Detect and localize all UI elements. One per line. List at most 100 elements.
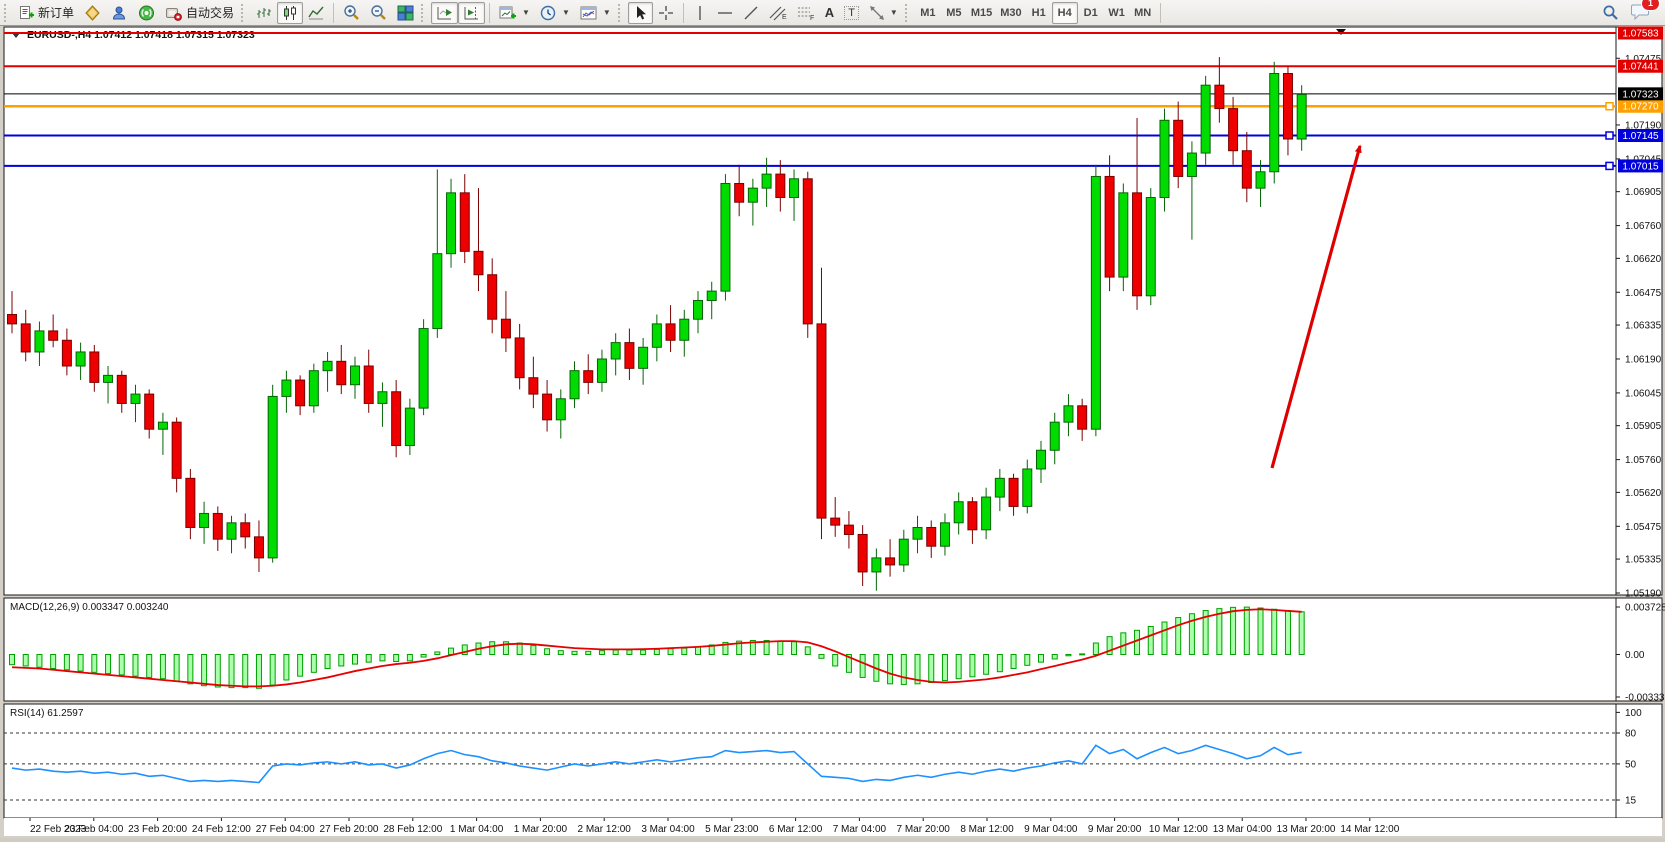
market-button[interactable] — [79, 2, 106, 24]
timeframe-button-m1[interactable]: M1 — [915, 2, 941, 24]
macd-histogram-bar — [900, 654, 907, 685]
toolbar-grip[interactable] — [241, 3, 247, 22]
price-badge-label: 1.07015 — [1622, 161, 1659, 172]
trend-arrow-annotation[interactable] — [1270, 144, 1362, 469]
auto-scroll-button[interactable] — [431, 1, 459, 24]
candle-bull — [130, 393, 141, 404]
trendline-icon — [744, 6, 758, 19]
macd-histogram-bar — [393, 654, 400, 663]
candle-bull — [446, 192, 457, 255]
macd-histogram-bar — [996, 654, 1003, 673]
candle-bull — [418, 328, 429, 409]
macd-tick-label: 0.003728 — [1625, 603, 1665, 614]
candle-bull — [1200, 84, 1211, 154]
rsi-line — [11, 744, 1302, 784]
indicators-button[interactable]: ▼ — [575, 2, 616, 24]
chart-svg: EURUSD-,H4 1.07412 1.07418 1.07315 1.073… — [0, 26, 1665, 842]
candle-bull — [555, 398, 566, 421]
timeframe-button-m15[interactable]: M15 — [967, 2, 996, 24]
vertical-line-tool-button[interactable] — [688, 2, 712, 24]
zoom-in-button[interactable] — [338, 2, 365, 24]
hline-handle[interactable] — [1605, 161, 1614, 171]
candle-bull — [720, 182, 731, 292]
horizontal-line-tool-button[interactable] — [712, 2, 738, 24]
notification-badge[interactable]: 1 — [1641, 0, 1660, 12]
chart-area[interactable]: EURUSD-,H4 1.07412 1.07418 1.07315 1.073… — [0, 26, 1665, 842]
candle-bear — [816, 323, 827, 519]
timeframe-button-w1[interactable]: W1 — [1104, 2, 1130, 24]
arrows-tool-button[interactable]: ▼ — [864, 2, 903, 24]
candle-bull — [610, 342, 621, 360]
candle-bear — [144, 393, 155, 430]
toolbar-grip[interactable] — [4, 3, 10, 22]
macd-histogram-bar — [667, 648, 674, 656]
line-chart-button[interactable] — [303, 2, 329, 24]
signals-icon — [139, 5, 155, 20]
channel-tool-button[interactable]: E — [764, 2, 792, 24]
candlestick-chart-button[interactable] — [277, 1, 304, 24]
macd-histogram-bar — [36, 654, 43, 668]
community-button[interactable] — [106, 2, 133, 24]
candle-bear — [1214, 84, 1225, 110]
price-tick-label: 1.06760 — [1625, 221, 1662, 232]
new-chart-button[interactable]: ▼ — [494, 2, 535, 24]
macd-histogram-bar — [928, 654, 935, 684]
hline-handle[interactable] — [1605, 101, 1614, 111]
candle-bull — [1022, 468, 1033, 507]
hline-handle[interactable] — [1605, 131, 1614, 140]
time-tick-label: 10 Mar 12:00 — [1149, 824, 1208, 835]
fibonacci-tool-button[interactable]: F — [792, 2, 820, 24]
price-tick-label: 1.05475 — [1625, 522, 1662, 533]
timeframe-button-h1[interactable]: H1 — [1026, 2, 1052, 24]
zoom-out-button[interactable] — [365, 2, 392, 24]
price-badge-label: 1.07583 — [1622, 29, 1659, 40]
macd-histogram-bar — [955, 654, 962, 680]
candle-bear — [48, 330, 59, 341]
market-icon — [85, 4, 100, 21]
candle-bear — [185, 477, 196, 528]
macd-histogram-bar — [1147, 625, 1154, 655]
dropdown-caret: ▼ — [522, 8, 530, 17]
macd-histogram-bar — [763, 639, 770, 656]
timeframe-button-m30[interactable]: M30 — [996, 2, 1025, 24]
timeframe-button-h4[interactable]: H4 — [1051, 1, 1078, 24]
macd-histogram-bar — [63, 654, 70, 671]
tile-windows-button[interactable] — [392, 2, 419, 24]
timeframe-button-d1[interactable]: D1 — [1078, 2, 1104, 24]
candle-bear — [967, 501, 978, 531]
candle-bear — [1132, 192, 1143, 297]
time-tick-label: 1 Mar 04:00 — [450, 824, 504, 835]
chart-shift-button[interactable] — [458, 1, 486, 24]
new-order-button[interactable]: 新订单 — [14, 2, 79, 24]
macd-histogram-bar — [91, 654, 98, 673]
toolbar-grip[interactable] — [904, 3, 911, 22]
macd-histogram-bar — [1298, 611, 1305, 655]
cursor-tool-button[interactable] — [627, 1, 653, 24]
candle-bull — [103, 374, 114, 383]
trendline-tool-button[interactable] — [738, 2, 764, 24]
bar-chart-button[interactable] — [251, 2, 277, 24]
autotrading-button[interactable]: 自动交易 — [160, 2, 239, 24]
macd-histogram-bar — [749, 639, 756, 656]
macd-histogram-bar — [804, 646, 811, 656]
search-button[interactable] — [1597, 2, 1624, 24]
macd-histogram-bar — [1161, 621, 1168, 655]
toolbar-grip[interactable] — [617, 3, 624, 22]
toolbar-grip[interactable] — [421, 3, 427, 22]
timeframe-button-mn[interactable]: MN — [1130, 2, 1156, 24]
signals-button[interactable] — [133, 2, 160, 24]
symbol-dropdown-arrow[interactable] — [12, 33, 20, 38]
periods-button[interactable]: ▼ — [535, 2, 575, 24]
price-tick-label: 1.07475 — [1625, 54, 1662, 65]
text-tool-button[interactable]: A — [820, 2, 839, 24]
timeframe-button-m5[interactable]: M5 — [941, 2, 967, 24]
rsi-panel — [3, 703, 1663, 819]
time-tick-label: 22 Feb 2023 — [30, 824, 87, 835]
time-tick-label: 7 Mar 04:00 — [833, 824, 887, 835]
candle-bull — [432, 253, 443, 330]
candle-bull — [226, 522, 237, 540]
candle-bull — [34, 330, 45, 353]
time-tick-label: 3 Mar 04:00 — [641, 824, 695, 835]
text-label-tool-button[interactable]: T — [839, 2, 864, 24]
crosshair-tool-button[interactable] — [653, 2, 679, 24]
